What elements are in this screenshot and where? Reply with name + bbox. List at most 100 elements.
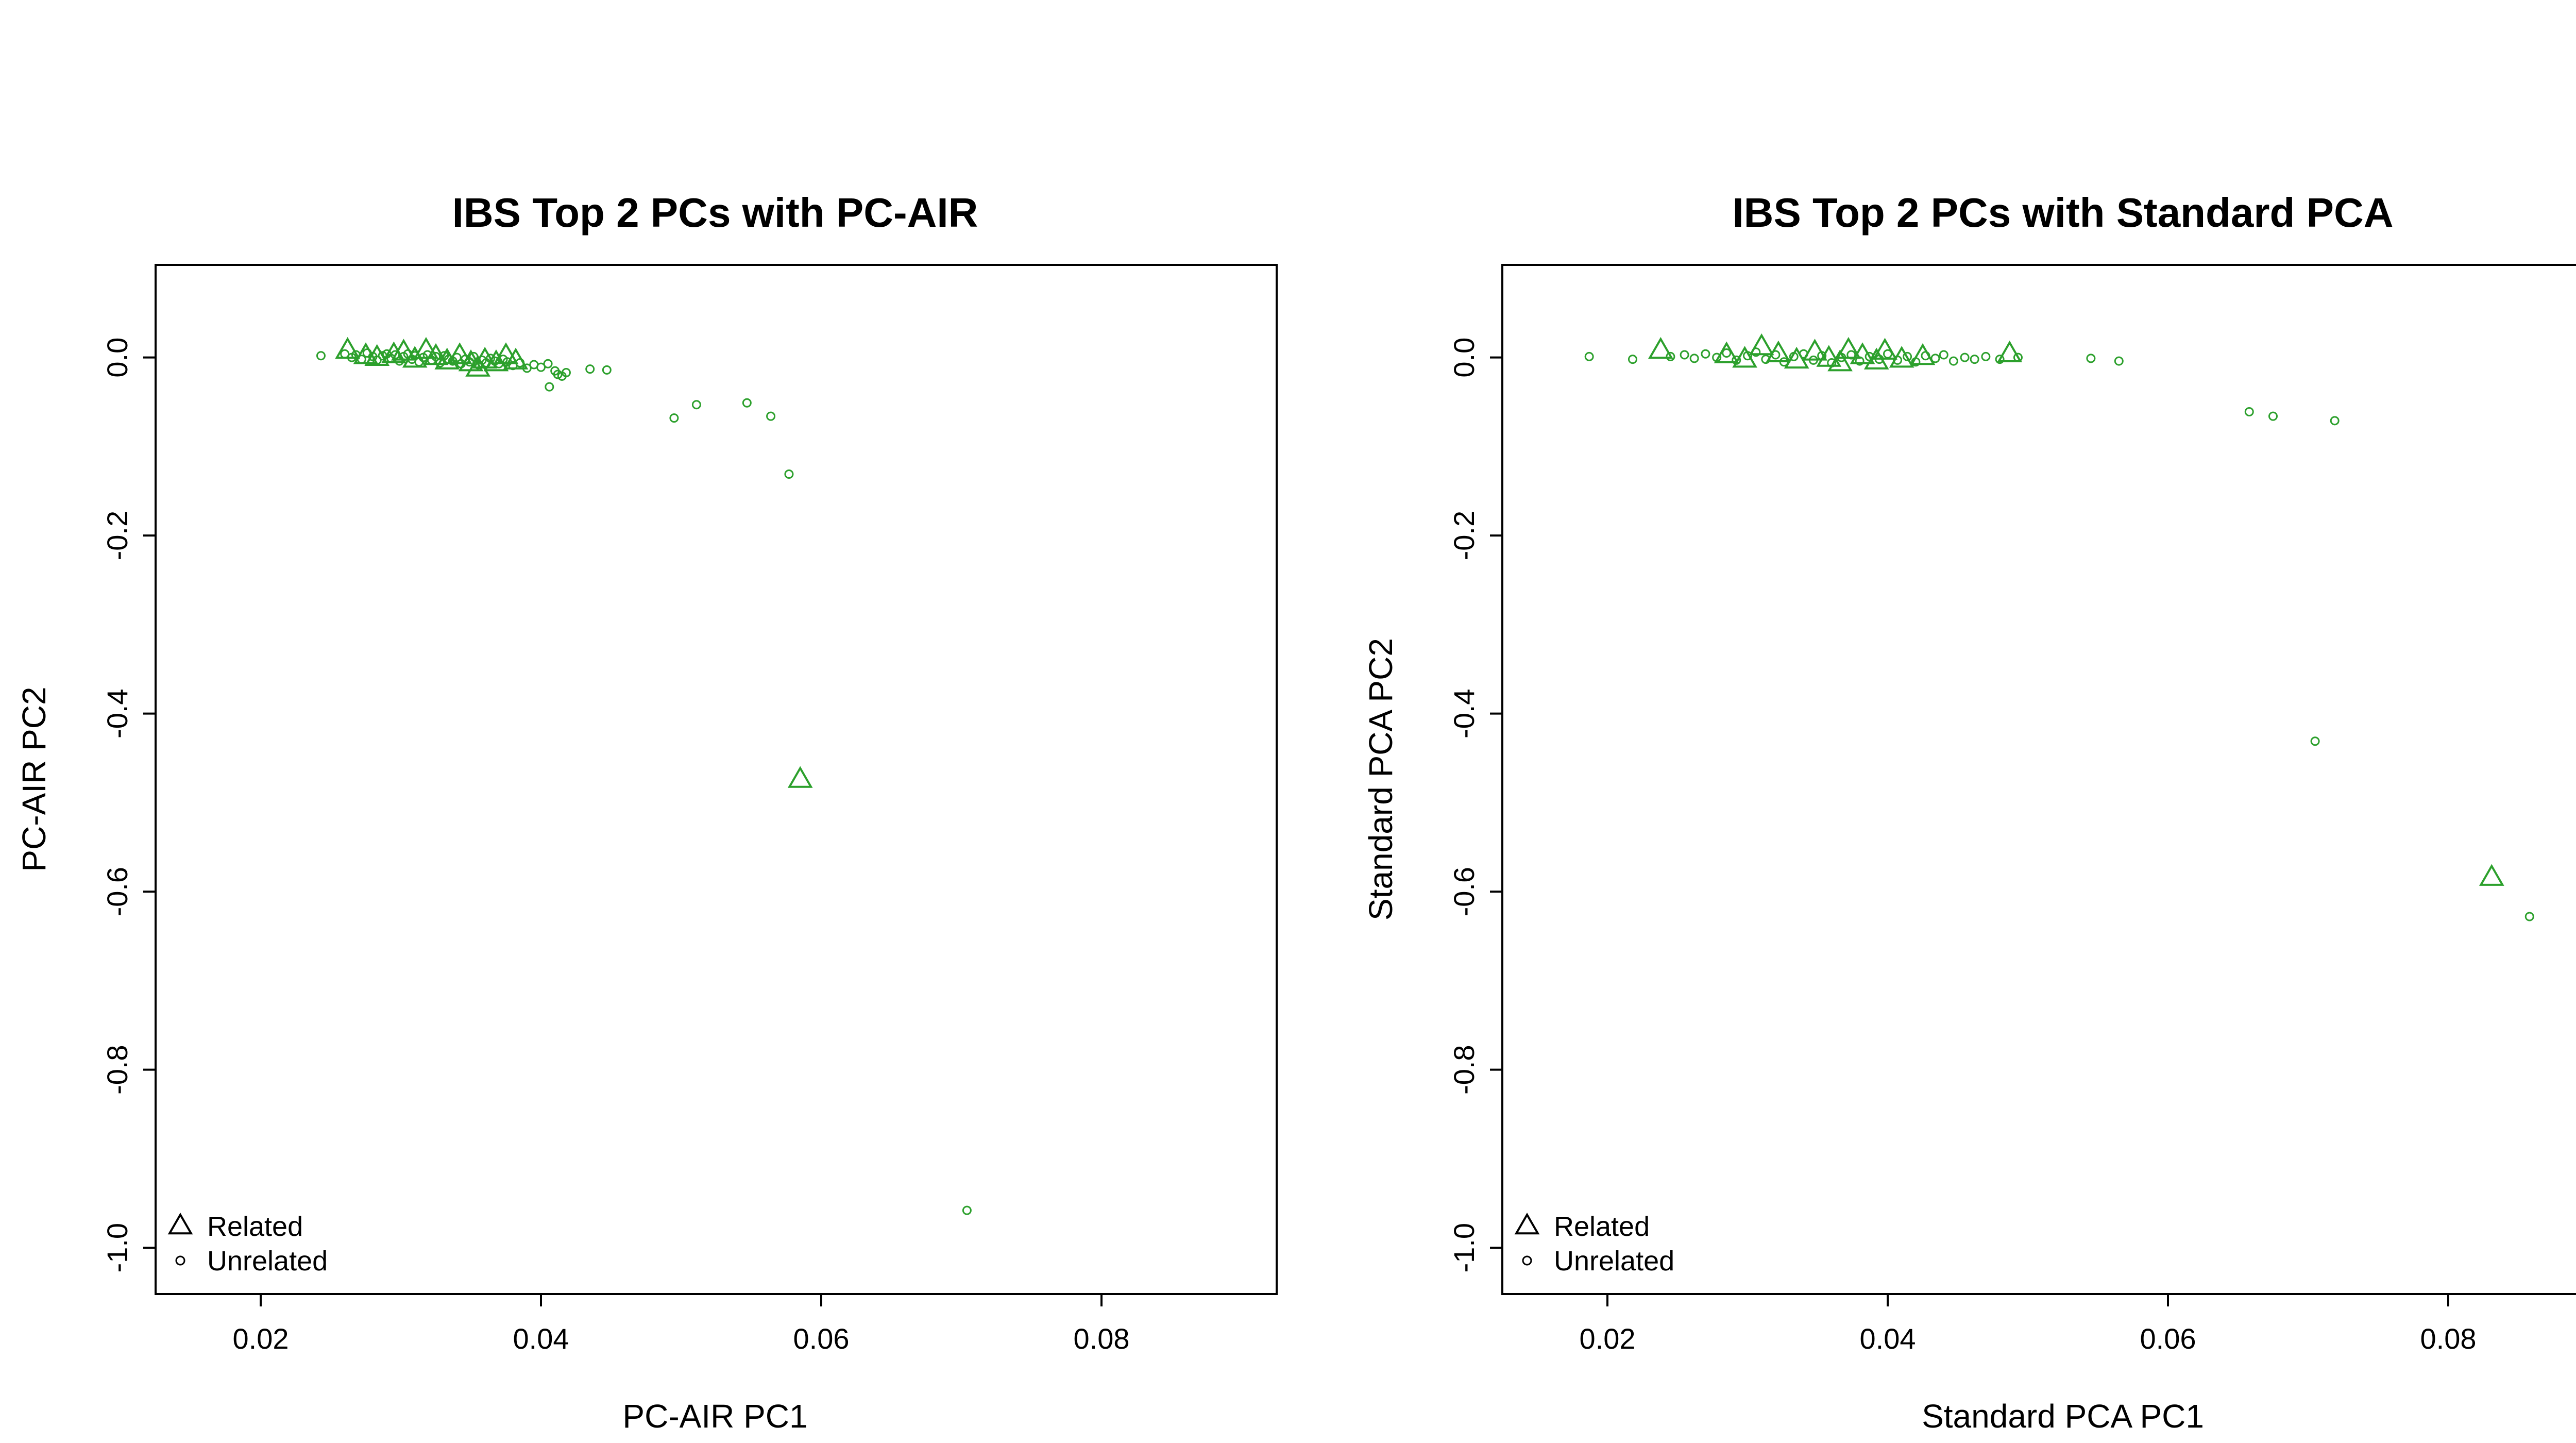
unrelated-point: [561, 368, 571, 378]
unrelated-point: [1903, 351, 1912, 361]
unrelated-point: [1799, 349, 1808, 359]
related-point: [1872, 338, 1897, 360]
legend: Related Unrelated: [167, 1211, 328, 1277]
y-axis: 0.0 -0.2 -0.4 -0.6 -0.8 -1.0: [1448, 338, 1502, 1273]
chart-pc-air: IBS Top 2 PCs with PC-AIR 0.02 0.04 0.06 0.…: [15, 190, 1278, 1435]
y-tick-label: -0.4: [1448, 689, 1480, 739]
related-point: [1997, 340, 2022, 363]
y-axis: 0.0 -0.2 -0.4 -0.6 -0.8 -1.0: [101, 338, 156, 1273]
unrelated-point: [2330, 416, 2340, 426]
unrelated-point: [1712, 353, 1722, 362]
unrelated-point: [1874, 355, 1884, 364]
unrelated-point: [1789, 351, 1799, 361]
unrelated-point: [602, 365, 612, 375]
unrelated-point: [1817, 351, 1827, 361]
unrelated-point: [1827, 358, 1837, 368]
unrelated-point: [1883, 349, 1892, 359]
legend-label: Related: [207, 1211, 303, 1242]
unrelated-point: [1761, 355, 1771, 364]
unrelated-point: [378, 351, 387, 361]
y-tick-label: -0.6: [1448, 867, 1480, 917]
related-point: [1749, 333, 1774, 356]
unrelated-point: [1689, 354, 1699, 363]
unrelated-point: [545, 382, 554, 392]
unrelated-point: [444, 355, 453, 364]
unrelated-point: [1771, 350, 1781, 360]
unrelated-point: [1930, 354, 1940, 363]
x-tick-label: 0.08: [2420, 1322, 2477, 1355]
unrelated-point: [766, 411, 776, 421]
plot-frame: [155, 264, 1278, 1295]
related-point: [1648, 337, 1673, 359]
related-point: [1910, 343, 1936, 365]
unrelated-point: [1779, 357, 1789, 367]
y-tick-label: 0.0: [101, 338, 133, 378]
unrelated-point: [585, 364, 595, 374]
unrelated-point: [522, 363, 532, 373]
unrelated-point: [372, 355, 382, 365]
y-tick-label: 0.0: [1448, 338, 1480, 378]
unrelated-point: [340, 349, 350, 359]
x-axis-label: PC-AIR PC1: [622, 1398, 807, 1435]
legend-triangle-icon: [167, 1212, 193, 1235]
unrelated-point: [1921, 351, 1930, 361]
unrelated-point: [2013, 353, 2023, 362]
unrelated-point: [536, 362, 546, 372]
unrelated-point: [1855, 356, 1865, 366]
unrelated-point: [1865, 351, 1874, 361]
y-axis-label: PC-AIR PC2: [15, 686, 53, 871]
related-point: [1802, 339, 1827, 361]
chart-title: IBS Top 2 PCs with Standard PCA: [1732, 190, 2393, 236]
related-point: [364, 344, 390, 366]
y-tick-label: -1.0: [101, 1223, 133, 1273]
unrelated-point: [1939, 350, 1948, 360]
unrelated-point: [469, 351, 479, 361]
unrelated-point: [784, 469, 794, 479]
unrelated-point: [962, 1205, 972, 1215]
legend-label: Related: [1554, 1211, 1650, 1242]
plot-frame: [1501, 264, 2576, 1295]
unrelated-point: [1751, 347, 1761, 357]
unrelated-point: [1960, 353, 1970, 362]
unrelated-point: [452, 353, 462, 362]
y-tick-label: -0.4: [101, 689, 133, 739]
y-axis-label: Standard PCA PC2: [1362, 638, 1399, 920]
related-point: [493, 342, 519, 364]
unrelated-point: [1837, 353, 1846, 362]
unrelated-point: [2086, 354, 2096, 363]
unrelated-point: [1722, 348, 1732, 358]
chart-title: IBS Top 2 PCs with PC-AIR: [452, 190, 978, 236]
unrelated-point: [1732, 355, 1741, 365]
unrelated-point: [515, 358, 525, 368]
legend-circle-icon: [175, 1255, 185, 1266]
x-tick-label: 0.02: [1580, 1322, 1636, 1355]
unrelated-point: [391, 350, 400, 360]
y-tick-label: -1.0: [1448, 1223, 1480, 1273]
unrelated-point: [1948, 356, 1958, 366]
unrelated-point: [742, 398, 752, 408]
data-points: [1584, 333, 2534, 921]
unrelated-point: [1628, 355, 1637, 364]
unrelated-point: [2310, 736, 2320, 746]
unrelated-point: [357, 355, 366, 364]
legend-label: Unrelated: [1554, 1246, 1674, 1277]
unrelated-point: [351, 350, 361, 360]
legend-triangle-icon: [1514, 1212, 1540, 1235]
y-tick-label: -0.8: [101, 1045, 133, 1095]
unrelated-point: [1893, 355, 1903, 365]
unrelated-point: [1701, 349, 1710, 359]
y-tick-label: -0.8: [1448, 1045, 1480, 1095]
x-tick-label: 0.06: [2140, 1322, 2196, 1355]
unrelated-point: [2244, 407, 2254, 417]
data-points: [316, 337, 972, 1215]
unrelated-point: [669, 413, 679, 423]
chart-standard-pca: IBS Top 2 PCs with Standard PCA 0.02 0.04…: [1362, 190, 2576, 1435]
unrelated-point: [1981, 351, 1991, 361]
related-point: [787, 766, 813, 788]
unrelated-point: [1680, 350, 1689, 360]
unrelated-point: [1970, 355, 1979, 364]
unrelated-point: [1666, 351, 1675, 361]
x-tick-label: 0.02: [233, 1322, 289, 1355]
unrelated-point: [2524, 912, 2534, 921]
